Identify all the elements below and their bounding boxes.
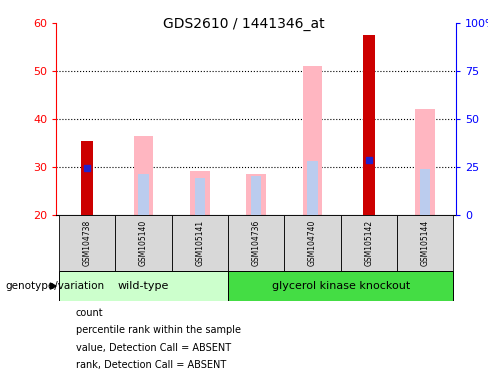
Bar — [415, 109, 435, 215]
Bar — [195, 177, 205, 215]
Polygon shape — [50, 283, 56, 289]
Text: glycerol kinase knockout: glycerol kinase knockout — [272, 281, 410, 291]
Bar — [59, 215, 115, 271]
Bar — [285, 215, 341, 271]
Text: GSM104740: GSM104740 — [308, 220, 317, 266]
Bar — [81, 141, 93, 215]
Bar — [59, 271, 228, 301]
Bar — [134, 136, 153, 215]
Text: count: count — [76, 308, 103, 318]
Bar — [307, 161, 318, 215]
Text: GSM104738: GSM104738 — [82, 220, 92, 266]
Bar — [139, 174, 148, 215]
Bar — [397, 215, 453, 271]
Bar — [190, 171, 210, 215]
Text: rank, Detection Call = ABSENT: rank, Detection Call = ABSENT — [76, 360, 226, 370]
Text: GSM104736: GSM104736 — [252, 220, 261, 266]
Text: GDS2610 / 1441346_at: GDS2610 / 1441346_at — [163, 17, 325, 31]
Bar — [115, 215, 172, 271]
Bar — [172, 215, 228, 271]
Text: GSM105142: GSM105142 — [365, 220, 373, 266]
Bar — [303, 66, 323, 215]
Text: wild-type: wild-type — [118, 281, 169, 291]
Bar — [363, 35, 375, 215]
Bar — [228, 215, 285, 271]
Text: value, Detection Call = ABSENT: value, Detection Call = ABSENT — [76, 343, 231, 353]
Bar — [420, 169, 430, 215]
Text: percentile rank within the sample: percentile rank within the sample — [76, 325, 241, 335]
Bar — [341, 215, 397, 271]
Text: GSM105144: GSM105144 — [421, 220, 430, 266]
Bar — [246, 174, 266, 215]
Bar — [251, 176, 261, 215]
Text: GSM105141: GSM105141 — [195, 220, 204, 266]
Text: GSM105140: GSM105140 — [139, 220, 148, 266]
Bar — [228, 271, 453, 301]
Text: genotype/variation: genotype/variation — [5, 281, 104, 291]
